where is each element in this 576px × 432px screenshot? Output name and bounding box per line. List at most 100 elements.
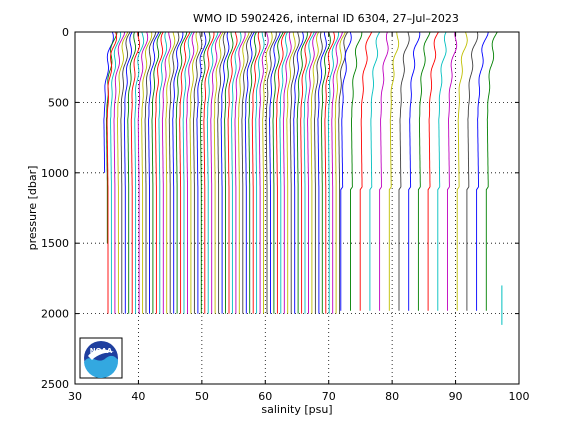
noaa-logo: NOAA — [79, 337, 123, 379]
profile-line — [137, 31, 149, 314]
profile-line — [350, 31, 363, 311]
profile-line — [234, 31, 246, 314]
x-tick-label: 30 — [68, 390, 82, 403]
profile-line — [213, 31, 224, 314]
profile-line — [289, 31, 300, 314]
profile-line — [210, 31, 222, 314]
plot-background — [75, 32, 519, 384]
profile-line — [123, 31, 133, 314]
profile-line — [231, 31, 242, 314]
profile-line — [130, 31, 141, 314]
x-tick-label: 80 — [385, 390, 399, 403]
profile-line — [120, 31, 131, 314]
axis-ticks — [74, 31, 520, 385]
profile-line — [193, 31, 203, 314]
profile-line — [241, 31, 253, 314]
profile-line — [113, 31, 126, 314]
y-axis-label: pressure [dbar] — [26, 166, 39, 251]
profile-line — [282, 31, 292, 314]
logo-wave — [84, 355, 119, 379]
profile-line — [151, 31, 162, 314]
profile-line — [327, 32, 339, 314]
profile-line — [227, 31, 238, 314]
profile-line — [408, 31, 421, 311]
x-tick-label: 40 — [131, 390, 145, 403]
profile-line — [476, 31, 489, 311]
profile-line — [265, 31, 277, 314]
logo-text: NOAA — [90, 347, 113, 355]
profile-line — [175, 31, 188, 314]
profile-line — [161, 31, 172, 314]
profile-line — [279, 31, 288, 314]
profile-line — [172, 31, 184, 314]
profile-line — [199, 31, 211, 314]
y-tick-label: 0 — [62, 26, 69, 39]
y-tick-label: 500 — [48, 96, 69, 109]
y-tick-label: 2000 — [41, 308, 69, 321]
profile-line — [276, 31, 286, 314]
x-tick-label: 100 — [509, 390, 530, 403]
profile-line — [248, 31, 257, 314]
y-tick-label: 2500 — [41, 378, 69, 391]
profile-line — [141, 31, 153, 314]
profile-line — [324, 31, 335, 314]
profile-line — [110, 31, 122, 314]
profile-line — [456, 31, 468, 311]
profile-line — [369, 31, 381, 311]
profile-line — [340, 31, 352, 311]
x-axis-label: salinity [psu] — [261, 403, 332, 416]
profile-line — [398, 31, 410, 311]
x-tick-labels: 30 40 50 60 70 80 90 100 — [68, 390, 530, 403]
chart-title: WMO ID 5902426, internal ID 6304, 27–Jul… — [193, 12, 459, 25]
profile-line — [255, 31, 265, 314]
profile-line — [317, 31, 327, 314]
profile-line — [320, 31, 331, 314]
y-tick-labels: 0 500 1000 1500 2000 2500 — [41, 26, 69, 391]
x-tick-label: 70 — [322, 390, 336, 403]
profile-line — [286, 31, 296, 314]
profile-line — [196, 31, 207, 314]
y-tick-label: 1000 — [41, 167, 69, 180]
profile-line — [217, 31, 226, 314]
profile-line — [310, 31, 320, 314]
profile-line — [168, 31, 180, 314]
profile-line — [182, 31, 193, 314]
profile-line — [307, 31, 317, 314]
profile-line — [272, 31, 284, 314]
profile-line — [334, 31, 346, 314]
x-tick-label: 90 — [449, 390, 463, 403]
profile-line — [379, 31, 389, 311]
plot-area — [74, 31, 520, 385]
profile-line — [206, 31, 219, 314]
profile-line — [116, 31, 129, 314]
profile-line — [251, 31, 261, 314]
y-tick-label: 1500 — [41, 237, 69, 250]
profile-line — [417, 31, 431, 311]
profile-line — [189, 31, 199, 314]
profile-line — [262, 31, 273, 314]
profile-line — [134, 31, 145, 314]
logo-gull-icon — [88, 349, 114, 360]
profile-line — [103, 31, 114, 173]
profile-line — [158, 31, 168, 314]
profile-line — [300, 31, 312, 314]
profile-line — [314, 31, 323, 314]
profile-line — [220, 31, 230, 314]
profile-line — [258, 31, 269, 314]
profile-line — [338, 31, 349, 314]
profile-line — [485, 31, 498, 311]
profile-line — [269, 31, 281, 314]
plot-frame — [74, 31, 520, 385]
profile-line — [144, 31, 157, 314]
profile-line — [224, 31, 234, 314]
profile-line — [303, 31, 315, 314]
profile-line — [293, 31, 304, 314]
profile-line — [165, 31, 176, 314]
profile-line — [359, 31, 373, 311]
profile-line — [244, 31, 255, 314]
profile-line — [105, 31, 118, 244]
profile-line — [296, 31, 308, 314]
x-tick-label: 50 — [195, 390, 209, 403]
profile-line — [186, 31, 195, 314]
